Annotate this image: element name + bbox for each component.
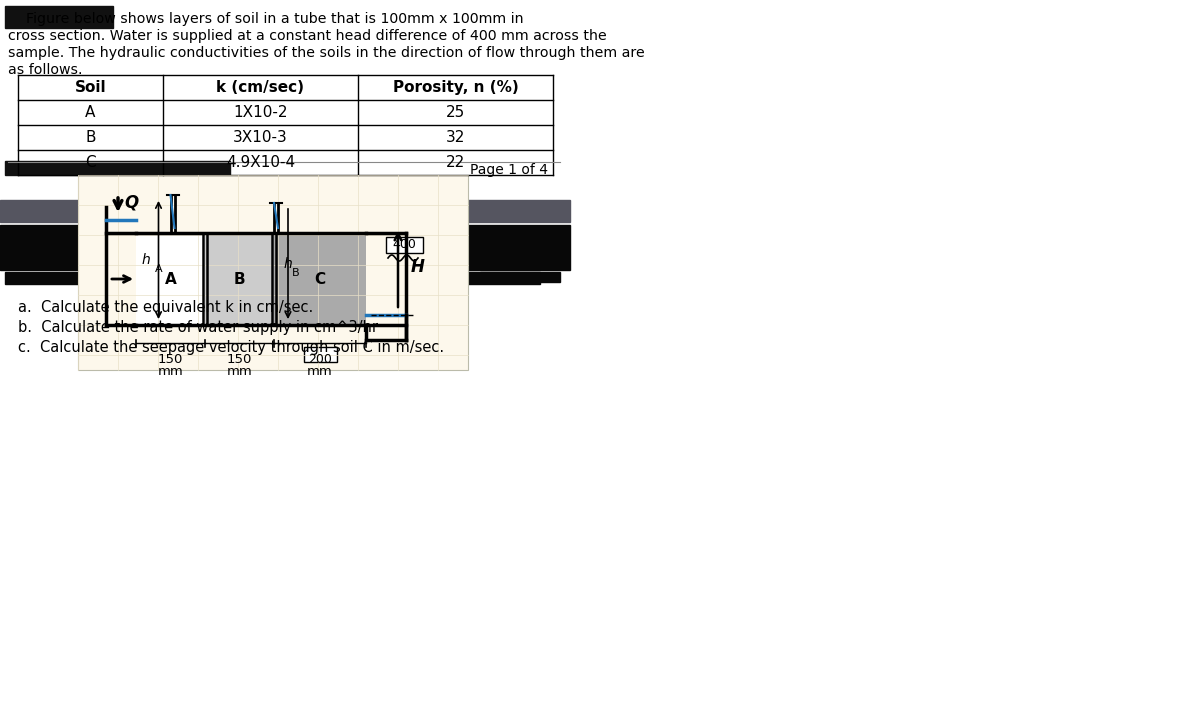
Bar — [136, 233, 205, 325]
Bar — [160, 272, 235, 282]
Text: mm: mm — [227, 365, 252, 378]
Bar — [480, 272, 560, 282]
FancyBboxPatch shape — [385, 237, 422, 252]
Text: mm: mm — [307, 365, 332, 378]
Text: cross section. Water is supplied at a constant head difference of 400 mm across : cross section. Water is supplied at a co… — [8, 29, 607, 43]
Text: 22: 22 — [446, 155, 466, 170]
Bar — [0, 225, 570, 270]
Bar — [5, 6, 113, 28]
Bar — [78, 175, 468, 370]
Text: mm: mm — [157, 365, 184, 378]
Text: 1X10-2: 1X10-2 — [233, 105, 288, 120]
Text: B: B — [292, 268, 300, 278]
Text: h: h — [142, 253, 150, 267]
Text: k (cm/sec): k (cm/sec) — [216, 80, 305, 95]
Text: 200: 200 — [308, 353, 332, 366]
Text: 150: 150 — [227, 353, 252, 366]
Bar — [0, 200, 570, 222]
Text: 3X10-3: 3X10-3 — [233, 130, 288, 145]
Text: 32: 32 — [446, 130, 466, 145]
Text: h: h — [284, 257, 293, 271]
Text: as follows.: as follows. — [8, 63, 83, 77]
Text: A: A — [85, 105, 96, 120]
Text: 400: 400 — [392, 238, 416, 251]
Text: sample. The hydraulic conductivities of the soils in the direction of flow throu: sample. The hydraulic conductivities of … — [8, 46, 644, 60]
Text: B: B — [234, 272, 245, 287]
Text: 25: 25 — [446, 105, 466, 120]
Bar — [205, 233, 274, 325]
Bar — [5, 272, 150, 284]
Text: Figure below shows layers of soil in a tube that is 100mm x 100mm in: Figure below shows layers of soil in a t… — [8, 12, 523, 26]
Bar — [274, 233, 366, 325]
Text: 4.9X10-4: 4.9X10-4 — [226, 155, 295, 170]
Text: Page 1 of 4: Page 1 of 4 — [470, 163, 548, 177]
Text: C: C — [85, 155, 96, 170]
Text: C: C — [314, 272, 325, 287]
Bar — [5, 161, 230, 175]
Text: b.  Calculate the rate of water supply in cm^3/hr: b. Calculate the rate of water supply in… — [18, 320, 378, 335]
Bar — [270, 272, 540, 284]
Text: H: H — [410, 258, 425, 276]
FancyBboxPatch shape — [304, 347, 336, 361]
Text: B: B — [85, 130, 96, 145]
Text: Q: Q — [124, 194, 138, 212]
Text: 150: 150 — [158, 353, 184, 366]
Text: A: A — [155, 264, 162, 274]
Text: Soil: Soil — [74, 80, 107, 95]
Text: Porosity, n (%): Porosity, n (%) — [392, 80, 518, 95]
Text: c.  Calculate the seepage velocity through soil C in m/sec.: c. Calculate the seepage velocity throug… — [18, 340, 444, 355]
Text: A: A — [164, 272, 176, 287]
Text: a.  Calculate the equivalent k in cm/sec.: a. Calculate the equivalent k in cm/sec. — [18, 300, 313, 315]
